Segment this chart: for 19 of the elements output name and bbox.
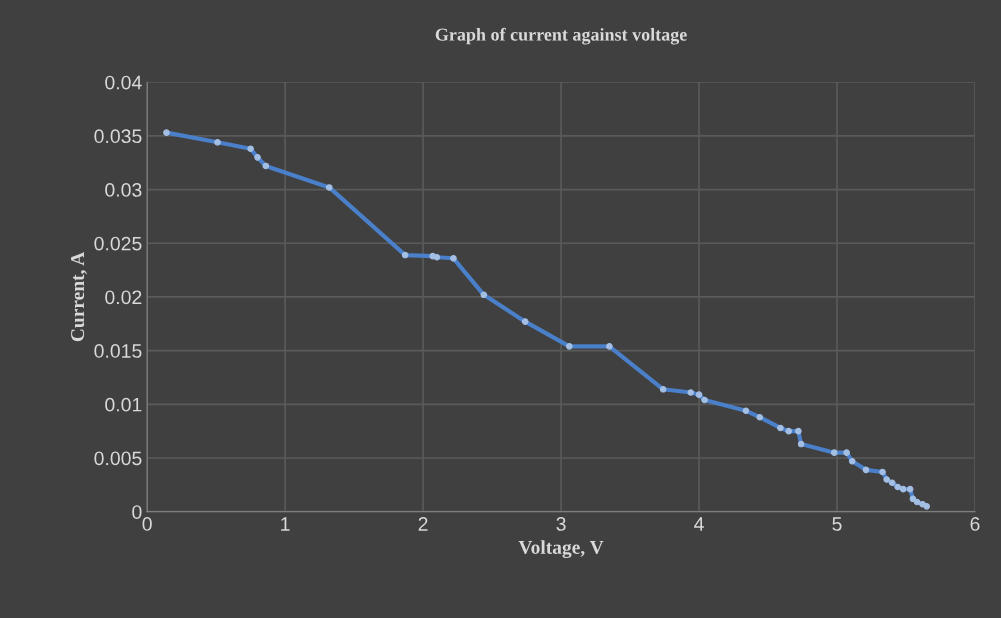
y-tick-label: 0.01	[105, 397, 142, 412]
y-tick-label: 0.015	[94, 344, 142, 358]
x-tick-label: 1	[281, 517, 290, 531]
y-axis-title: Current, A	[71, 251, 87, 342]
y-tick-label: 0.035	[94, 129, 142, 144]
y-tick-label: 0.03	[105, 183, 142, 197]
y-tick-label: 0.025	[94, 236, 142, 251]
x-axis-title: Voltage, V	[518, 540, 604, 559]
x-tick-label: 5	[832, 517, 842, 531]
x-tick-label: 0	[142, 517, 152, 531]
x-tick-label: 6	[970, 517, 980, 531]
y-tick-label: 0.04	[105, 75, 142, 90]
y-tick-label: 0.02	[105, 290, 142, 305]
x-tick-label: 4	[694, 517, 704, 531]
y-tick-label: 0	[132, 505, 142, 519]
x-tick-label: 2	[418, 517, 428, 531]
y-tick-label: 0.005	[94, 451, 142, 466]
chart-title: Graph of current against voltage	[435, 27, 687, 45]
x-tick-label: 3	[556, 517, 566, 531]
